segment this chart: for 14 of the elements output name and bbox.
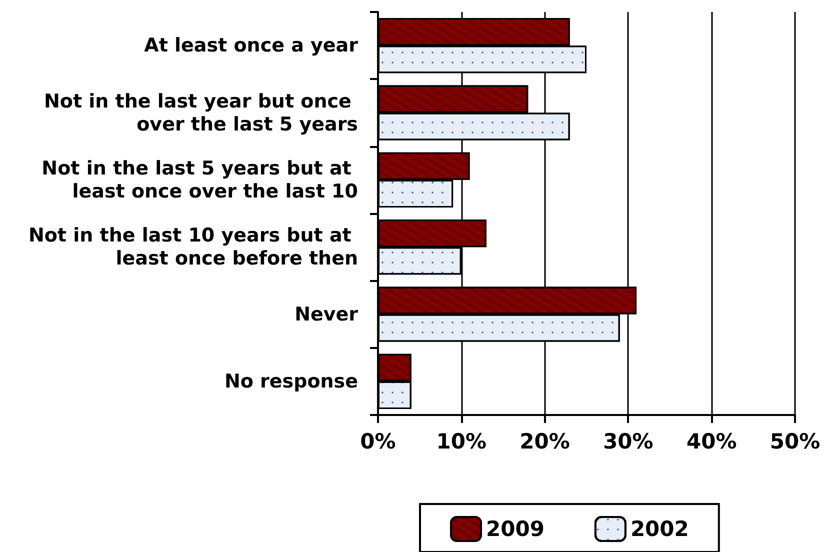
x-tick-label: 30%: [603, 430, 654, 454]
x-tick-label: 20%: [520, 430, 570, 454]
y-tick-label: No response: [224, 370, 358, 392]
y-tick-label: Never: [294, 303, 359, 326]
legend-label: 2009: [486, 517, 544, 541]
y-tick-label: Not in the last 5 years but at least once over the last 10: [42, 157, 358, 202]
x-tick-label: 40%: [686, 430, 737, 454]
y-tick-label: Not in the last 10 years but at least once before then: [28, 224, 358, 270]
x-tick-label: 50%: [770, 430, 820, 454]
legend-label: 2002: [630, 517, 689, 541]
x-tick-label: 0%: [360, 430, 396, 454]
x-tick-label: 10%: [436, 430, 487, 454]
y-tick-label: At least once a year: [144, 34, 359, 57]
y-tick-label: Not in the last year but once over the last 5 years: [44, 90, 358, 136]
